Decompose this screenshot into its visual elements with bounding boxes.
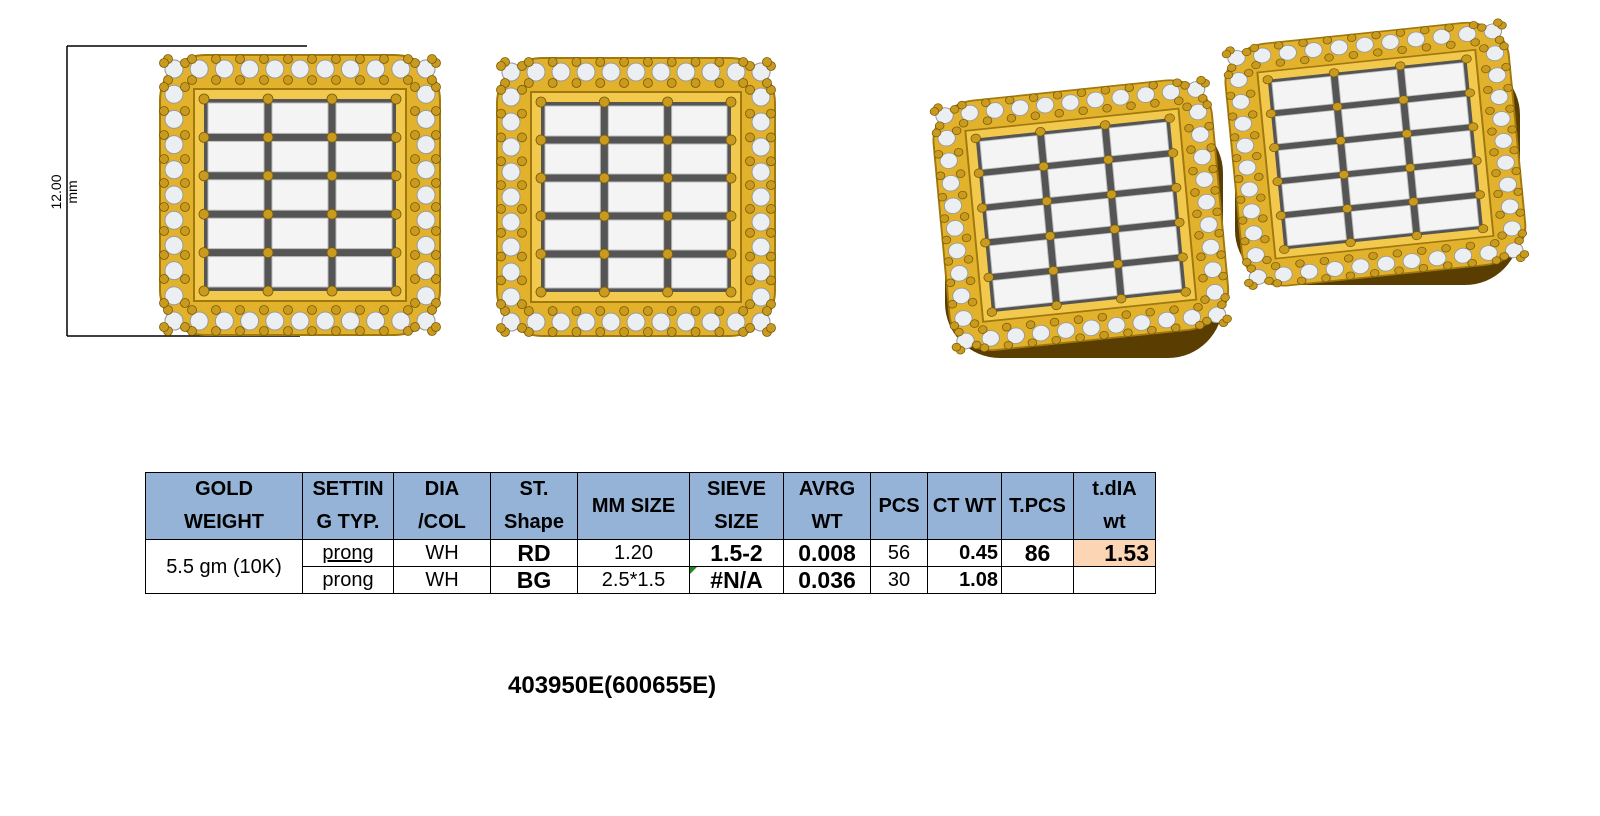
avg-wt-cell: 0.036: [783, 566, 871, 594]
table-row: prong WH BG 2.5*1.5 #N/A 0.036 30 1.08: [146, 566, 1156, 594]
header-sieve-size: SIEVE SIZE: [689, 472, 784, 540]
earring-front-view: [159, 54, 441, 336]
sieve-value: #N/A: [710, 566, 763, 593]
sieve-cell: 1.5-2: [689, 539, 784, 567]
t-pcs-cell: 86: [1001, 539, 1074, 567]
header-pcs: PCS: [870, 472, 928, 540]
header-setting-type: SETTIN G TYP.: [302, 472, 394, 540]
t-pcs-empty-cell: [1001, 566, 1074, 594]
header-t-dia-wt: t.dIA wt: [1073, 472, 1156, 540]
pcs-cell: 56: [870, 539, 928, 567]
error-indicator-icon: [690, 567, 697, 574]
stone-spec-table: GOLD WEIGHT SETTIN G TYP. DIA/COL ST. Shape…: [145, 472, 1156, 594]
shape-cell: RD: [490, 539, 578, 567]
earring-perspective-view-2: [1221, 18, 1530, 290]
ct-wt-cell: 1.08: [927, 566, 1002, 594]
header-t-pcs: T.PCS: [1001, 472, 1074, 540]
setting-cell: prong: [302, 539, 394, 567]
table-row: 5.5 gm (10K) prong WH RD 1.20 1.5-2 0.00…: [145, 539, 1156, 594]
color-cell: WH: [393, 566, 491, 594]
color-cell: WH: [393, 539, 491, 567]
sieve-cell: #N/A: [689, 566, 784, 594]
earring-front-view-2: [496, 57, 776, 337]
table-header-row: GOLD WEIGHT SETTIN G TYP. DIA/COL ST. Shape…: [145, 472, 1156, 540]
header-ct-wt: CT WT: [927, 472, 1002, 540]
header-dia-col: DIA/COL: [393, 472, 491, 540]
header-avg-wt: AVRG WT: [783, 472, 871, 540]
header-gold-weight: GOLD WEIGHT: [145, 472, 303, 540]
setting-cell: prong: [302, 566, 394, 594]
earring-perspective-view: [929, 75, 1232, 358]
avg-wt-cell: 0.008: [783, 539, 871, 567]
ct-wt-cell: 0.45: [927, 539, 1002, 567]
mm-size-cell: 1.20: [577, 539, 690, 567]
t-dia-wt-empty-cell: [1073, 566, 1156, 594]
gold-weight-cell: 5.5 gm (10K): [145, 539, 303, 594]
header-st-shape: ST. Shape: [490, 472, 578, 540]
mm-size-cell: 2.5*1.5: [577, 566, 690, 594]
design-code: 403950E(600655E): [508, 672, 717, 699]
dimension-label: 12.00 mm: [48, 174, 80, 210]
pcs-cell: 30: [870, 566, 928, 594]
header-mm-size: MM SIZE: [577, 472, 690, 540]
t-dia-wt-cell: 1.53: [1073, 539, 1156, 567]
shape-cell: BG: [490, 566, 578, 594]
